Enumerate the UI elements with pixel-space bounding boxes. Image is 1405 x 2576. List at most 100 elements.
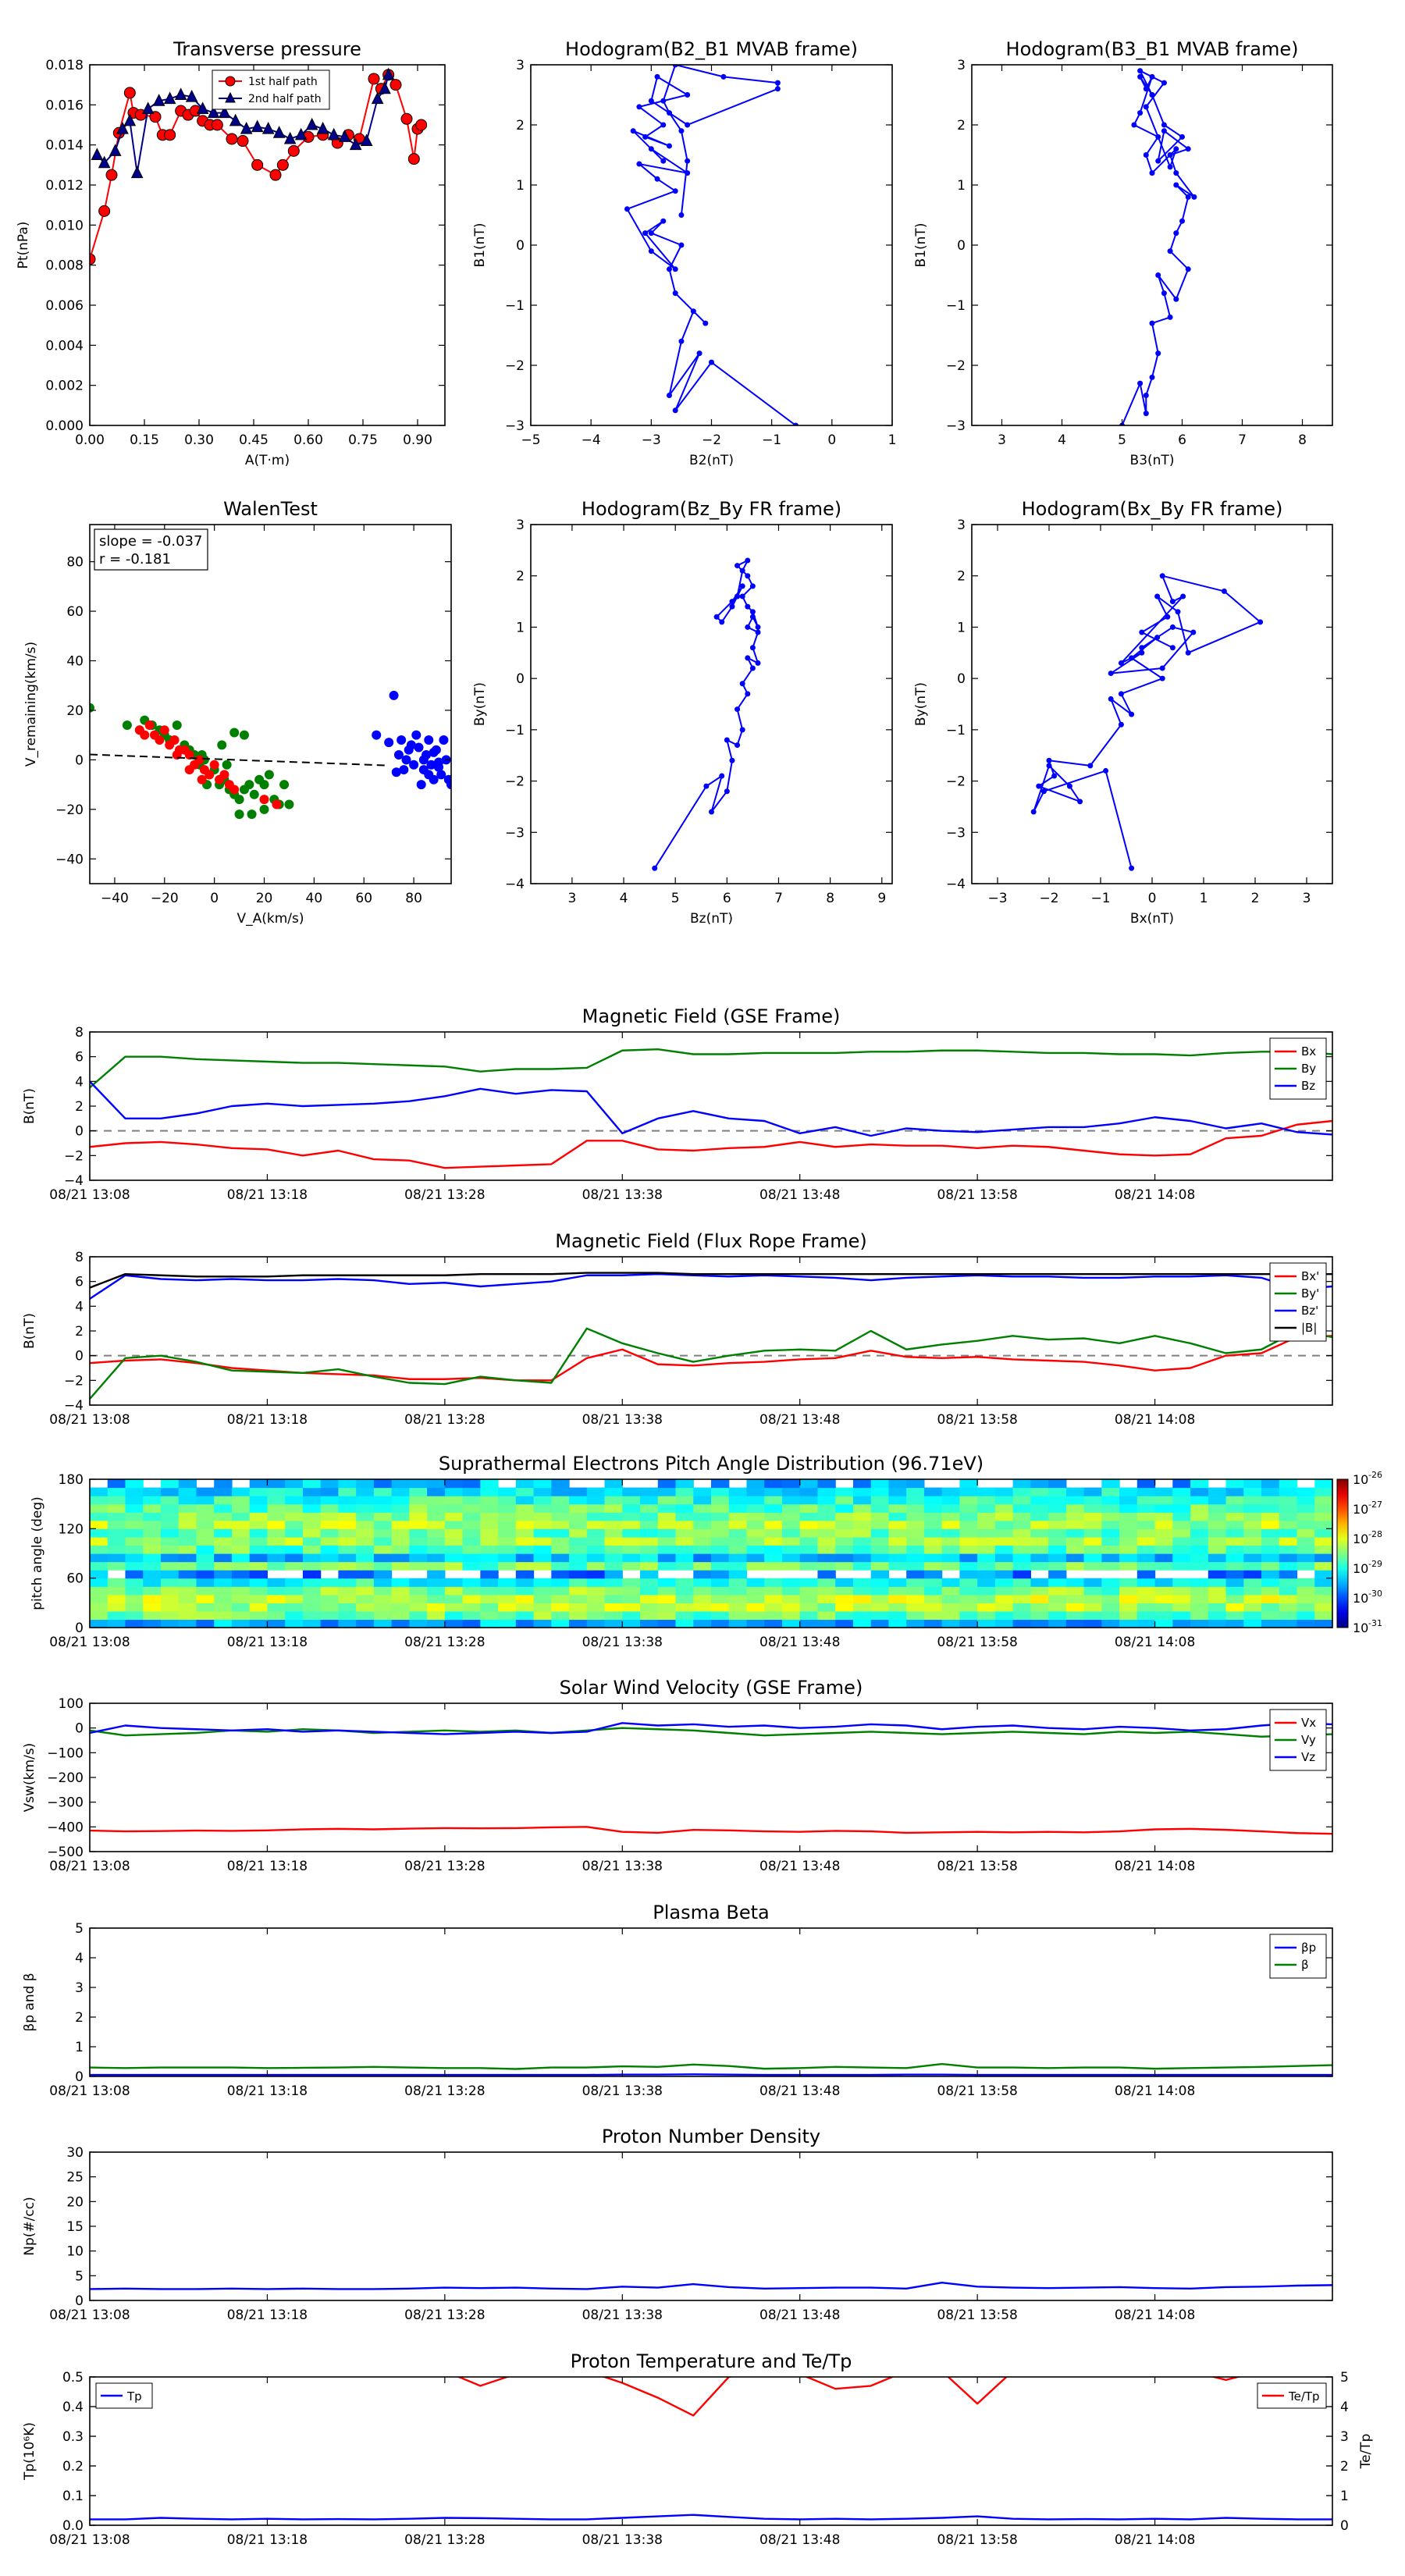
heatmap-cell (356, 1570, 375, 1579)
heatmap-cell (977, 1619, 996, 1628)
data-point (672, 188, 678, 194)
data-point (1137, 73, 1144, 80)
heatmap-cell (1297, 1561, 1315, 1571)
axes-frame (89, 1256, 1333, 1406)
plot-area (90, 1272, 1332, 1400)
heatmap-cell (1030, 1561, 1049, 1571)
heatmap-cell (852, 1594, 872, 1603)
x-tick-label: 20 (256, 891, 273, 906)
heatmap-cell (1119, 1512, 1138, 1521)
heatmap-cell (498, 1619, 517, 1628)
heatmap-cell (143, 1586, 162, 1596)
heatmap-cell (604, 1528, 623, 1538)
data-point (1046, 763, 1052, 769)
heatmap-cell (267, 1503, 286, 1513)
x-tick-label: 08/21 13:48 (759, 1635, 840, 1650)
heatmap-cell (1261, 1594, 1280, 1603)
heatmap-cell (1065, 1503, 1085, 1513)
heatmap-cell (409, 1536, 428, 1546)
heatmap-cell (693, 1487, 712, 1496)
x-tick-label: 3 (568, 891, 577, 906)
heatmap-cell (515, 1536, 535, 1546)
data-point (159, 725, 169, 735)
heatmap-cell (657, 1561, 677, 1571)
heatmap-cell (941, 1528, 960, 1538)
heatmap-cell (178, 1570, 197, 1579)
x-tick-label: 08/21 13:58 (937, 2307, 1017, 2323)
heatmap-cell (888, 1512, 907, 1521)
panel-walen: WalenTestV_remaining(km/s)V_A(km/s)−40−2… (23, 498, 452, 927)
panel-title: WalenTest (223, 498, 318, 520)
heatmap-cell (1279, 1619, 1298, 1628)
heatmap-cell (586, 1586, 606, 1596)
heatmap-cell (622, 1496, 641, 1505)
heatmap-cell (1012, 1578, 1031, 1587)
heatmap-cell (622, 1586, 641, 1596)
heatmap-cell (569, 1561, 588, 1571)
heatmap-cell (1172, 1520, 1191, 1529)
data-point (739, 681, 745, 687)
heatmap-cell (160, 1570, 180, 1579)
heatmap-cell (835, 1553, 854, 1563)
heatmap-cell (551, 1619, 570, 1628)
heatmap-cell (498, 1594, 517, 1603)
data-point (1051, 773, 1058, 779)
heatmap-cell (835, 1594, 854, 1603)
heatmap-cell (657, 1503, 677, 1513)
heatmap-cell (1172, 1496, 1191, 1505)
legend-label: Bz' (1301, 1304, 1318, 1318)
heatmap-cell (125, 1553, 144, 1563)
data-point (1179, 218, 1185, 224)
heatmap-cell (586, 1570, 606, 1579)
heatmap-cell (1048, 1610, 1067, 1621)
y-tick-label: 0.006 (45, 298, 84, 314)
heatmap-cell (852, 1561, 872, 1571)
heatmap-cell (125, 1528, 144, 1538)
heatmap-cell (160, 1520, 180, 1529)
data-point (654, 73, 660, 80)
y-axis-label: By(nT) (472, 682, 488, 726)
heatmap-cell (515, 1545, 535, 1554)
heatmap-cell (1119, 1553, 1138, 1563)
data-point (1139, 645, 1145, 651)
heatmap-cell (90, 1578, 108, 1587)
data-point (197, 774, 207, 785)
heatmap-cell (711, 1536, 730, 1546)
heatmap-cell (515, 1603, 535, 1612)
heatmap-cell (693, 1610, 712, 1621)
heatmap-cell (1208, 1512, 1227, 1521)
heatmap-cell (728, 1520, 748, 1529)
heatmap-cell (906, 1619, 925, 1628)
y-tick-label: −1 (505, 298, 525, 314)
heatmap-cell (977, 1528, 996, 1538)
legend-marker (225, 91, 236, 103)
heatmap-cell (1154, 1496, 1173, 1505)
axes-frame (971, 64, 1333, 426)
heatmap-cell (852, 1545, 872, 1554)
heatmap-cell (1261, 1528, 1280, 1538)
heatmap-cell (444, 1512, 464, 1521)
heatmap-cell (1208, 1528, 1227, 1538)
x-tick-label: 08/21 14:08 (1115, 2532, 1195, 2548)
heatmap-cell (498, 1536, 517, 1546)
data-point (1180, 593, 1186, 600)
heatmap-cell (1065, 1619, 1085, 1628)
heatmap-cell (622, 1553, 641, 1563)
heatmap-cell (231, 1520, 251, 1529)
heatmap-cell (746, 1586, 765, 1596)
data-point (217, 740, 227, 750)
heatmap-cell (923, 1536, 943, 1546)
heatmap-cell (586, 1545, 606, 1554)
data-point (1036, 783, 1042, 789)
data-point (749, 665, 756, 671)
data-point (755, 629, 761, 635)
heatmap-cell (214, 1520, 233, 1529)
heatmap-cell (480, 1479, 499, 1489)
heatmap-cell (231, 1594, 251, 1603)
heatmap-cell (959, 1479, 978, 1489)
heatmap-cell (338, 1619, 357, 1628)
heatmap-cell (551, 1594, 570, 1603)
heatmap-cell (356, 1496, 375, 1505)
heatmap-cell (1297, 1487, 1315, 1496)
heatmap-cell (1048, 1619, 1067, 1628)
